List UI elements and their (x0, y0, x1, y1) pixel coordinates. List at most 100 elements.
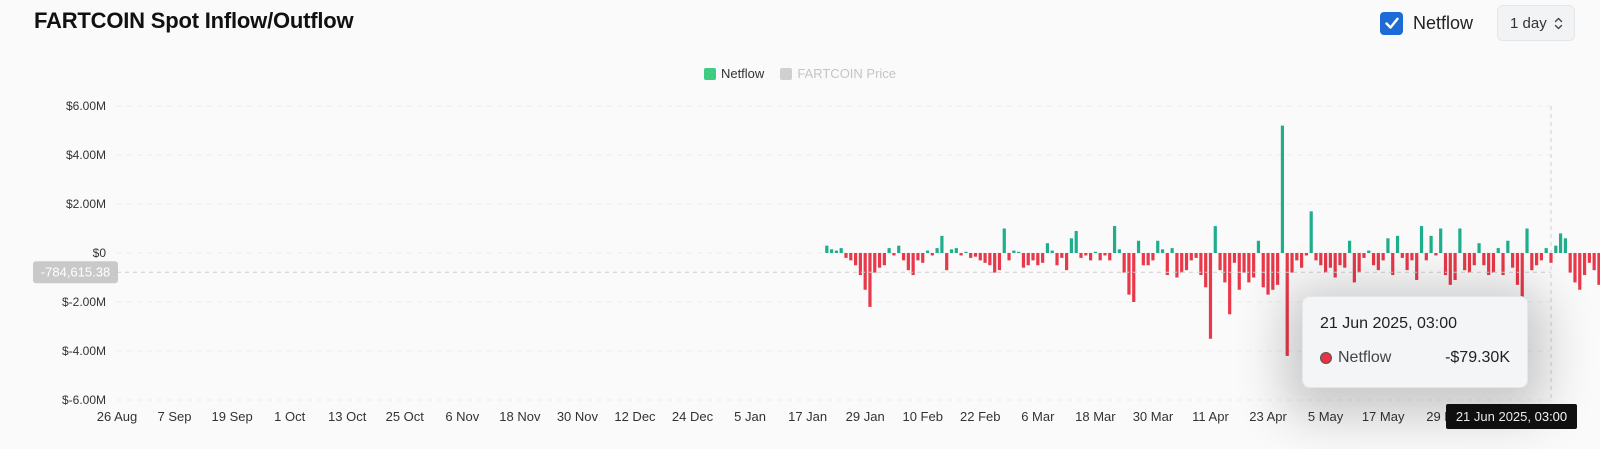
netflow-bar[interactable] (877, 253, 882, 268)
legend-item-price[interactable]: FARTCOIN Price (780, 66, 896, 81)
netflow-bar[interactable] (1501, 253, 1505, 276)
netflow-bar[interactable] (1386, 238, 1390, 253)
netflow-bar[interactable] (1453, 253, 1457, 280)
netflow-bar[interactable] (1371, 253, 1376, 266)
netflow-bar[interactable] (1103, 253, 1107, 256)
netflow-bar[interactable] (1151, 253, 1155, 261)
netflow-bar[interactable] (1549, 253, 1553, 263)
netflow-bar[interactable] (988, 253, 992, 266)
netflow-bar[interactable] (1573, 253, 1577, 283)
netflow-bar[interactable] (868, 253, 872, 307)
netflow-bar[interactable] (959, 253, 963, 256)
netflow-bar[interactable] (1252, 253, 1256, 278)
netflow-bar[interactable] (1304, 253, 1308, 256)
netflow-bar[interactable] (1352, 253, 1356, 283)
netflow-bar[interactable] (882, 253, 886, 266)
netflow-bar[interactable] (1242, 253, 1246, 273)
netflow-bar[interactable] (1213, 226, 1217, 253)
netflow-bar[interactable] (1558, 233, 1563, 253)
netflow-bar[interactable] (1477, 243, 1481, 253)
netflow-bar[interactable] (1122, 253, 1126, 273)
netflow-bar[interactable] (1184, 253, 1189, 271)
netflow-toggle[interactable]: Netflow (1380, 10, 1473, 36)
netflow-bar[interactable] (921, 253, 925, 263)
netflow-bar[interactable] (1093, 251, 1097, 253)
netflow-bar[interactable] (1343, 253, 1347, 268)
netflow-bar[interactable] (1108, 253, 1112, 261)
netflow-bar[interactable] (1266, 253, 1270, 295)
netflow-bar[interactable] (1487, 253, 1491, 276)
netflow-bar[interactable] (1520, 253, 1524, 298)
netflow-bar[interactable] (1218, 253, 1222, 271)
netflow-bar[interactable] (1041, 253, 1045, 263)
netflow-bar[interactable] (1112, 226, 1117, 253)
netflow-bar[interactable] (1554, 245, 1558, 253)
netflow-bar[interactable] (1007, 253, 1011, 261)
netflow-bar[interactable] (1333, 253, 1337, 278)
netflow-bar[interactable] (1592, 253, 1596, 271)
netflow-bar[interactable] (930, 253, 934, 256)
netflow-bar[interactable] (825, 245, 829, 253)
netflow-bar[interactable] (1506, 240, 1510, 253)
netflow-bar[interactable] (1319, 253, 1323, 266)
netflow-bar[interactable] (853, 253, 858, 266)
netflow-bar[interactable] (1530, 253, 1534, 271)
netflow-bar[interactable] (1280, 125, 1285, 253)
netflow-bar[interactable] (1088, 253, 1093, 261)
netflow-bar[interactable] (1060, 253, 1064, 258)
netflow-bar[interactable] (1050, 250, 1054, 253)
legend-item-netflow[interactable]: Netflow (703, 66, 764, 81)
netflow-bar[interactable] (969, 253, 973, 258)
netflow-bar[interactable] (1400, 253, 1404, 258)
netflow-bar[interactable] (1563, 238, 1567, 253)
netflow-bar[interactable] (1467, 253, 1472, 273)
netflow-bar[interactable] (1208, 253, 1213, 339)
netflow-bar[interactable] (1347, 240, 1352, 253)
netflow-bar[interactable] (1290, 253, 1294, 273)
netflow-bar[interactable] (1069, 238, 1073, 253)
netflow-bar[interactable] (1271, 253, 1275, 290)
netflow-bar[interactable] (1204, 253, 1208, 288)
netflow-bar[interactable] (906, 253, 910, 271)
netflow-bar[interactable] (1055, 253, 1059, 266)
netflow-checkbox[interactable] (1380, 11, 1403, 35)
netflow-bar[interactable] (1065, 253, 1069, 271)
netflow-bar[interactable] (1362, 253, 1366, 258)
netflow-bar[interactable] (839, 248, 843, 253)
netflow-bar[interactable] (1117, 249, 1121, 253)
netflow-bar[interactable] (1439, 228, 1443, 254)
netflow-bar[interactable] (1410, 253, 1414, 261)
netflow-bar[interactable] (1391, 253, 1395, 276)
netflow-bar[interactable] (1276, 253, 1280, 285)
netflow-bar[interactable] (887, 248, 891, 253)
netflow-bar[interactable] (954, 248, 958, 253)
netflow-bar[interactable] (1525, 228, 1529, 254)
netflow-bar[interactable] (1031, 253, 1035, 261)
netflow-bar[interactable] (1357, 253, 1361, 273)
netflow-bar[interactable] (1189, 253, 1193, 261)
netflow-bar[interactable] (1314, 253, 1318, 261)
netflow-bar[interactable] (1021, 253, 1026, 268)
netflow-bar[interactable] (1587, 253, 1591, 263)
netflow-bar[interactable] (1141, 253, 1145, 266)
netflow-bar[interactable] (1309, 211, 1313, 253)
netflow-bar[interactable] (1568, 253, 1572, 273)
netflow-bar[interactable] (1511, 253, 1515, 268)
netflow-bar[interactable] (844, 253, 848, 258)
netflow-bar[interactable] (1405, 253, 1409, 271)
netflow-bar[interactable] (1582, 253, 1587, 276)
netflow-bar[interactable] (1463, 253, 1467, 271)
netflow-bar[interactable] (849, 253, 853, 261)
netflow-bar[interactable] (1328, 253, 1332, 268)
netflow-bar[interactable] (940, 235, 944, 253)
netflow-bar[interactable] (897, 245, 901, 253)
netflow-bar[interactable] (1376, 253, 1380, 271)
netflow-bar[interactable] (1443, 253, 1448, 276)
netflow-bar[interactable] (925, 250, 930, 253)
netflow-bar[interactable] (858, 253, 862, 276)
netflow-bar[interactable] (1012, 250, 1016, 253)
netflow-bar[interactable] (1338, 253, 1342, 266)
netflow-bar[interactable] (1261, 253, 1265, 288)
netflow-bar[interactable] (1045, 243, 1050, 253)
netflow-bar[interactable] (997, 253, 1002, 271)
